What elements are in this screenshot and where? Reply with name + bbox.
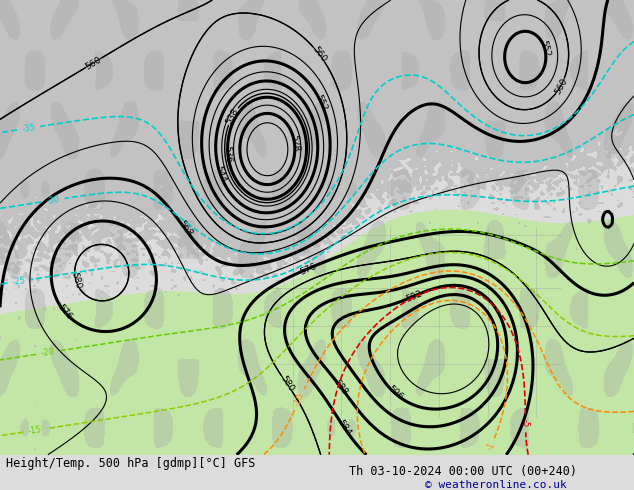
Text: 576: 576 (56, 302, 74, 321)
Text: -25: -25 (12, 276, 27, 287)
Text: Th 03-10-2024 00:00 UTC (00+240): Th 03-10-2024 00:00 UTC (00+240) (349, 465, 577, 478)
Text: 576: 576 (298, 261, 318, 276)
Text: 552: 552 (538, 39, 552, 58)
Text: -30: -30 (46, 195, 60, 206)
Text: 538: 538 (224, 106, 241, 126)
Text: 536: 536 (223, 146, 233, 164)
Text: 528: 528 (289, 134, 300, 152)
Text: 560: 560 (311, 45, 328, 64)
Text: 580: 580 (278, 374, 295, 393)
Text: 596: 596 (385, 384, 404, 402)
Text: 544: 544 (213, 165, 228, 184)
Text: Height/Temp. 500 hPa [gdmp][°C] GFS: Height/Temp. 500 hPa [gdmp][°C] GFS (6, 457, 256, 469)
Text: 560: 560 (84, 54, 103, 71)
Text: -1: -1 (485, 441, 496, 452)
Text: 580: 580 (69, 271, 82, 290)
Text: 560: 560 (553, 76, 569, 96)
Text: -10: -10 (292, 392, 306, 408)
Text: -35: -35 (22, 122, 36, 134)
Text: 568: 568 (176, 219, 194, 239)
Text: © weatheronline.co.uk: © weatheronline.co.uk (425, 480, 567, 490)
Text: -15: -15 (28, 425, 42, 436)
Text: -20: -20 (41, 347, 55, 358)
Text: 584: 584 (335, 418, 353, 437)
Text: 552: 552 (314, 93, 329, 113)
Text: 588: 588 (332, 378, 350, 397)
Text: -5: -5 (521, 419, 530, 427)
Text: 592: 592 (404, 289, 424, 303)
